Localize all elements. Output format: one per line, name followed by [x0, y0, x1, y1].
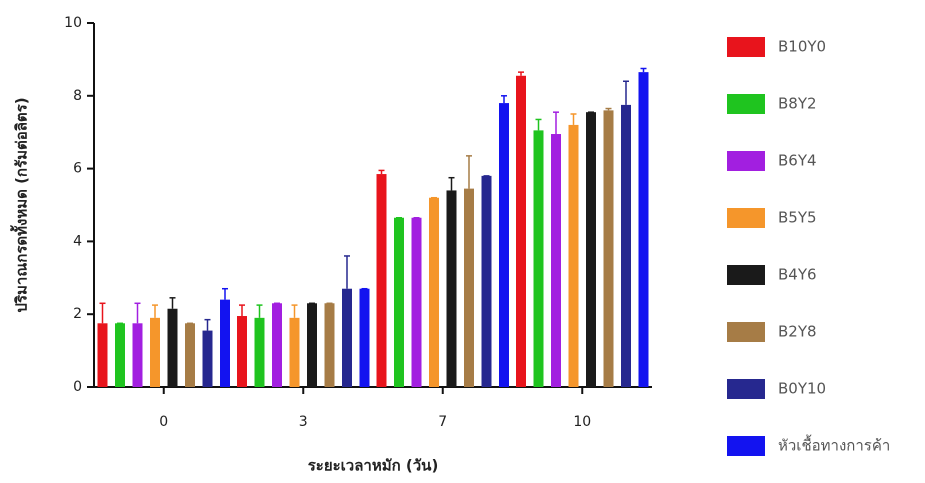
bar [202, 330, 213, 387]
bar [464, 188, 474, 387]
legend-swatch [727, 436, 765, 456]
bar [132, 323, 143, 387]
bar [429, 197, 439, 387]
bar [499, 103, 509, 387]
error-bar [501, 95, 507, 104]
bar [603, 110, 614, 388]
bar [289, 317, 300, 387]
bar [533, 130, 544, 387]
bar [254, 317, 265, 387]
legend-swatch [727, 265, 765, 285]
bar [185, 323, 195, 387]
bar [324, 303, 335, 387]
y-tick-label: 6 [73, 161, 82, 177]
legend-swatch [727, 208, 765, 228]
bar [220, 299, 230, 387]
y-tick-label: 0 [73, 379, 82, 395]
bar [237, 316, 247, 387]
error-bar [291, 304, 298, 318]
error-bar [448, 176, 455, 191]
error-bar [152, 304, 158, 318]
x-axis-title: ระยะเวลาหมัก (วัน) [308, 457, 439, 475]
error-bar [134, 302, 141, 324]
error-bar [239, 304, 245, 317]
bar [516, 75, 526, 387]
y-tick-label: 10 [64, 15, 82, 31]
legend-label: B6Y4 [778, 152, 817, 170]
error-bar [570, 113, 577, 125]
bar [307, 303, 317, 387]
x-tick-label: 10 [573, 414, 591, 430]
bar [150, 317, 160, 387]
legend-label: B5Y5 [778, 209, 817, 227]
error-bar [640, 67, 647, 73]
x-tick-label: 3 [299, 414, 308, 430]
bar [342, 288, 352, 387]
legend-label: B0Y10 [778, 380, 826, 398]
legend-label: หัวเชื้อทางการค้า [778, 435, 890, 455]
bar [272, 303, 282, 387]
bar [481, 175, 492, 387]
error-bar [169, 297, 176, 309]
bar [551, 134, 561, 387]
bar [621, 104, 631, 388]
legend-label: B10Y0 [778, 38, 826, 56]
bar [115, 323, 125, 387]
error-bar [605, 107, 612, 111]
bar [376, 174, 387, 387]
error-bar [344, 255, 350, 289]
error-bar [466, 155, 472, 189]
error-bar [99, 302, 106, 324]
legend-swatch [727, 379, 765, 399]
legend-swatch [727, 37, 765, 57]
bar [638, 72, 649, 387]
error-bar [553, 111, 559, 135]
bar [394, 217, 404, 387]
bar [97, 323, 108, 387]
legend-swatch [727, 322, 765, 342]
bar [359, 288, 370, 387]
error-bar [256, 304, 263, 318]
bar [446, 190, 457, 387]
error-bar [623, 80, 629, 105]
bar [167, 308, 178, 387]
y-tick-label: 8 [73, 88, 82, 104]
x-tick-label: 0 [159, 414, 168, 430]
error-bar [204, 318, 211, 331]
error-bar [518, 71, 524, 76]
y-tick-label: 4 [73, 233, 82, 249]
bar [586, 112, 596, 388]
bar [411, 217, 422, 387]
bar [568, 124, 579, 388]
legend-label: B8Y2 [778, 95, 817, 113]
error-bar [222, 287, 228, 300]
x-tick-label: 7 [438, 414, 447, 430]
y-axis-title: ปริมาณกรดทั้งหมด (กรัมต่อลิตร) [10, 97, 31, 312]
error-bar [378, 169, 385, 175]
legend-swatch [727, 151, 765, 171]
legend-label: B2Y8 [778, 323, 817, 341]
y-tick-label: 2 [73, 306, 82, 322]
error-bar [535, 118, 542, 131]
legend-label: B4Y6 [778, 266, 817, 284]
legend-swatch [727, 94, 765, 114]
